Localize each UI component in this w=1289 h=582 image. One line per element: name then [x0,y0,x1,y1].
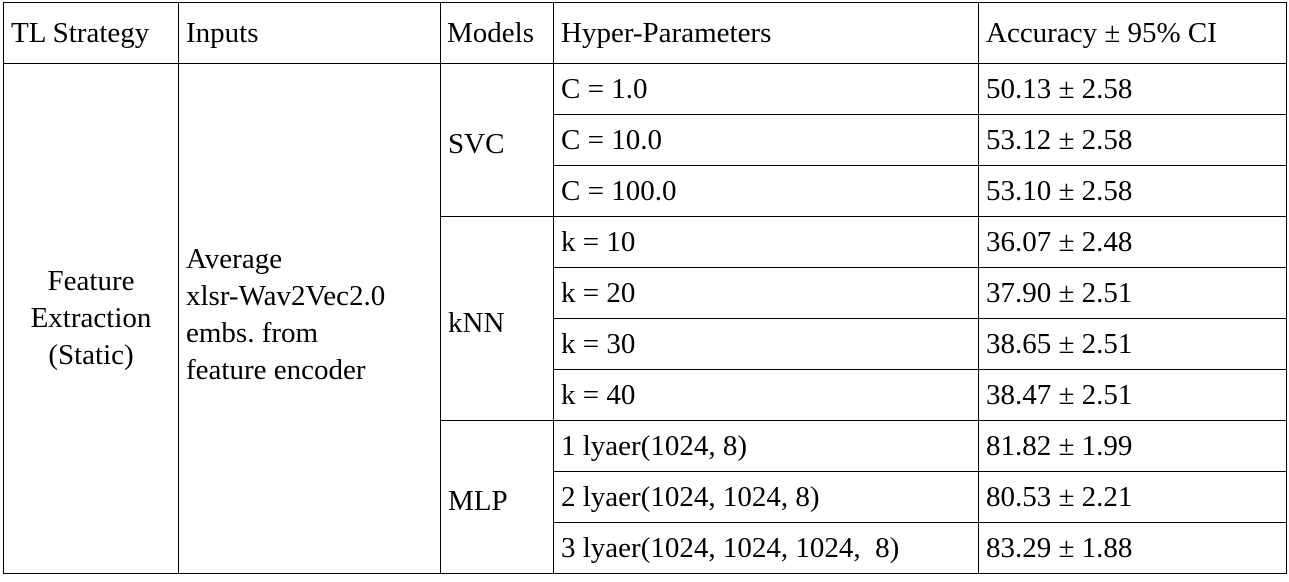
table-row: 3 lyaer(1024, 1024, 1024, 8) 83.29 ± 1.8… [4,522,1287,574]
strategy-line: Feature [47,265,135,297]
table-row: 2 lyaer(1024, 1024, 8) 80.53 ± 2.21 [4,471,1287,523]
accuracy-cell: 50.13 ± 2.58 [978,63,1287,115]
inputs-line: feature encoder [186,353,366,386]
inputs-cell: Average xlsr-Wav2Vec2.0 embs. from featu… [178,63,441,574]
hyperparam-cell: C = 100.0 [553,165,979,217]
hyperparam-cell: 3 lyaer(1024, 1024, 1024, 8) [553,522,979,574]
header-models: Models [440,2,554,64]
table-row: k = 40 38.47 ± 2.51 [4,369,1287,421]
accuracy-cell: 83.29 ± 1.88 [978,522,1287,574]
model-cell-svc: SVC [440,63,554,217]
accuracy-cell: 53.12 ± 2.58 [978,114,1287,166]
table-row: k = 30 38.65 ± 2.51 [4,318,1287,370]
accuracy-cell: 80.53 ± 2.21 [978,471,1287,523]
table-row: Feature Extraction (Static) Average xlsr… [3,63,1287,574]
accuracy-cell: 53.10 ± 2.58 [978,165,1287,217]
hyperparam-cell: k = 20 [553,267,979,319]
strategy-line: (Static) [48,339,134,371]
inputs-line: embs. from [186,316,319,349]
strategy-line: Extraction [30,302,152,334]
accuracy-cell: 38.47 ± 2.51 [978,369,1287,421]
accuracy-cell: 38.65 ± 2.51 [978,318,1287,370]
accuracy-cell: 37.90 ± 2.51 [978,267,1287,319]
results-table: TL Strategy Inputs Models Hyper-Paramete… [3,2,1287,574]
table-row: C = 10.0 53.12 ± 2.58 [4,114,1287,166]
header-inputs: Inputs [178,2,441,64]
header-accuracy: Accuracy ± 95% CI [978,2,1287,64]
model-cell-mlp: MLP [440,420,554,574]
accuracy-cell: 36.07 ± 2.48 [978,216,1287,268]
table-row: kNN k = 10 36.07 ± 2.48 [4,216,1287,421]
header-tl-strategy: TL Strategy [3,2,179,64]
accuracy-cell: 81.82 ± 1.99 [978,420,1287,472]
hyperparam-cell: k = 10 [553,216,979,268]
hyperparam-cell: C = 1.0 [553,63,979,115]
inputs-line: xlsr-Wav2Vec2.0 [186,279,386,312]
header-hyper-parameters: Hyper-Parameters [553,2,979,64]
hyperparam-cell: 2 lyaer(1024, 1024, 8) [553,471,979,523]
header-row: TL Strategy Inputs Models Hyper-Paramete… [3,2,1287,64]
inputs-line: Average [186,242,283,275]
table-row: k = 20 37.90 ± 2.51 [4,267,1287,319]
hyperparam-cell: C = 10.0 [553,114,979,166]
hyperparam-cell: 1 lyaer(1024, 8) [553,420,979,472]
table-row: MLP 1 lyaer(1024, 8) 81.82 ± 1.99 [4,420,1287,574]
hyperparam-cell: k = 40 [553,369,979,421]
tl-strategy-cell: Feature Extraction (Static) [3,63,179,574]
model-cell-knn: kNN [440,216,554,421]
hyperparam-cell: k = 30 [553,318,979,370]
